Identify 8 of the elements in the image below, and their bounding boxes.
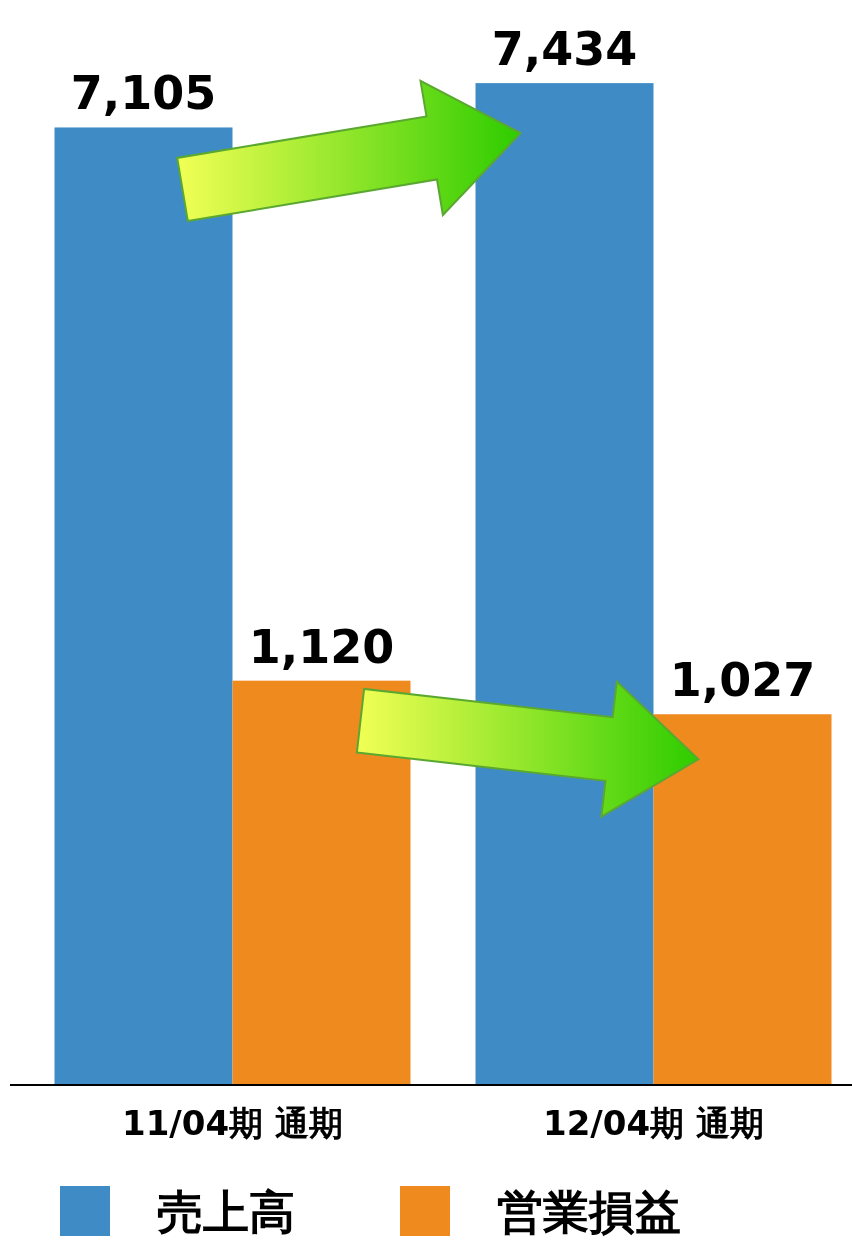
data-label: 7,434 — [491, 22, 638, 77]
legend-label: 営業損益 — [497, 1185, 681, 1239]
x-tick-label: 12/04期 通期 — [543, 1103, 764, 1143]
data-label: 1,027 — [669, 653, 816, 708]
data-label: 7,105 — [70, 66, 217, 121]
x-tick-label: 11/04期 通期 — [122, 1103, 343, 1143]
legend-label: 売上高 — [157, 1185, 295, 1239]
data-label: 1,120 — [248, 619, 395, 674]
